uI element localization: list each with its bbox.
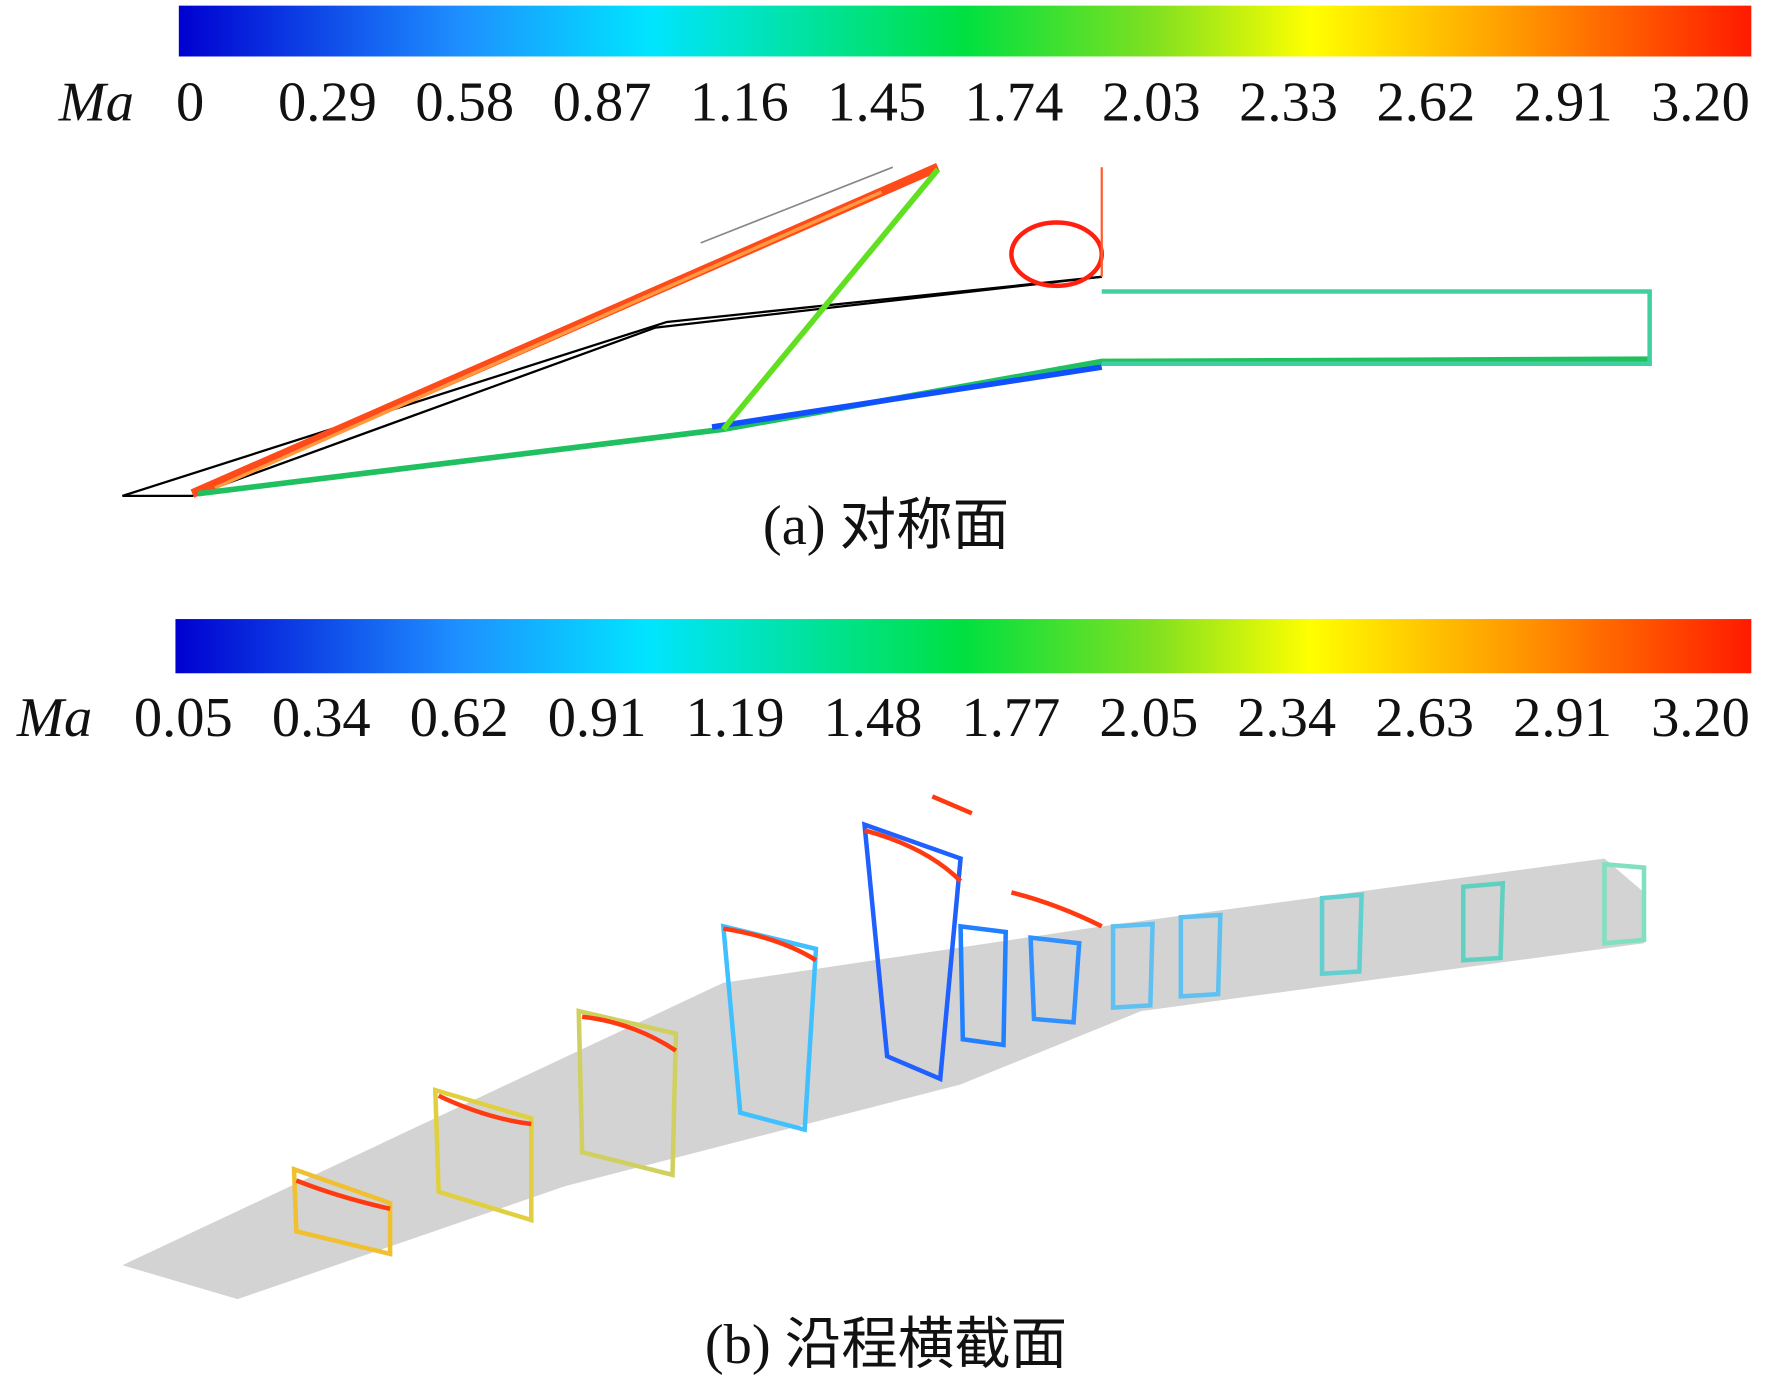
colorbar-tick-label: 1.19 bbox=[686, 687, 785, 749]
colorbar-tick-label: 2.63 bbox=[1375, 687, 1474, 749]
colorbar-tick-label: 0.34 bbox=[272, 687, 371, 749]
colorbar-tick-label: 0.62 bbox=[410, 687, 509, 749]
colorbar-tick-label: 2.03 bbox=[1102, 71, 1201, 133]
colorbar-tick-label: 2.62 bbox=[1376, 71, 1475, 133]
colorbar-tick-label: 2.33 bbox=[1239, 71, 1338, 133]
colorbar-variable: Ma bbox=[58, 71, 134, 133]
colorbar-tick-label: 2.34 bbox=[1237, 687, 1336, 749]
colorbar-tick-label: 1.16 bbox=[690, 71, 789, 133]
colorbar-tick-label: 0.91 bbox=[548, 687, 647, 749]
colorbar-tick-label: 1.77 bbox=[961, 687, 1060, 749]
colorbar-tick-label: 3.20 bbox=[1651, 71, 1750, 133]
colorbar bbox=[178, 5, 1752, 57]
colorbar-tick-label: 2.91 bbox=[1513, 687, 1612, 749]
colorbar-tick-label: 1.74 bbox=[965, 71, 1064, 133]
colorbar-ticks: 0 0.29 0.58 0.87 1.16 1.45 1.74 2.03 2.33 2.62 2.9… bbox=[176, 71, 1750, 133]
colorbar-variable: Ma bbox=[16, 687, 92, 749]
caption: (a) 对称面 bbox=[763, 495, 1009, 557]
colorbar-tick-label: 1.48 bbox=[824, 687, 923, 749]
cross-section-contours bbox=[122, 794, 1647, 1300]
colorbar-tick-label: 0.58 bbox=[415, 71, 514, 133]
colorbar-tick-label: 0.87 bbox=[553, 71, 652, 133]
caption: (b) 沿程横截面 bbox=[705, 1314, 1067, 1376]
colorbar-tick-label: 1.45 bbox=[827, 71, 926, 133]
symmetry-plane-contours bbox=[122, 163, 1652, 498]
colorbar-tick-label: 0 bbox=[176, 71, 204, 133]
colorbar-ticks: 0.05 0.34 0.62 0.91 1.19 1.48 1.77 2.05 2.34 2.63… bbox=[134, 687, 1750, 749]
colorbar-tick-label: 2.05 bbox=[1099, 687, 1198, 749]
colorbar bbox=[175, 619, 1752, 674]
colorbar-tick-label: 3.20 bbox=[1651, 687, 1750, 749]
colorbar-tick-label: 0.05 bbox=[134, 687, 233, 749]
colorbar-tick-label: 2.91 bbox=[1514, 71, 1613, 133]
colorbar-tick-label: 0.29 bbox=[278, 71, 377, 133]
